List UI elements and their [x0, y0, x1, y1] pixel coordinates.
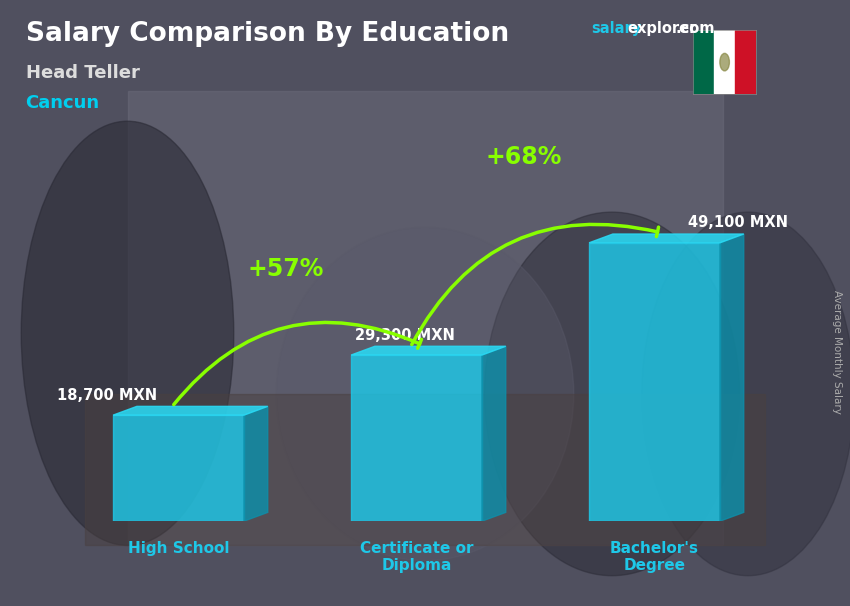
Bar [735, 30, 756, 94]
Polygon shape [589, 234, 744, 243]
Text: Cancun: Cancun [26, 94, 99, 112]
Text: Average Monthly Salary: Average Monthly Salary [832, 290, 842, 413]
Text: 29,300 MXN: 29,300 MXN [354, 328, 455, 342]
Bar [113, 415, 244, 521]
Ellipse shape [484, 212, 740, 576]
Polygon shape [351, 346, 506, 355]
Bar [589, 243, 720, 521]
Text: 18,700 MXN: 18,700 MXN [57, 388, 157, 402]
Text: .com: .com [676, 21, 715, 36]
Text: salary: salary [591, 21, 641, 36]
Bar [714, 30, 735, 94]
Ellipse shape [21, 121, 234, 545]
Text: Head Teller: Head Teller [26, 64, 139, 82]
Bar [351, 355, 482, 521]
Bar [128, 91, 722, 545]
Text: Salary Comparison By Education: Salary Comparison By Education [26, 21, 508, 47]
Polygon shape [113, 407, 268, 415]
Polygon shape [482, 346, 506, 521]
Polygon shape [720, 234, 744, 521]
Bar [85, 394, 765, 545]
Ellipse shape [720, 53, 729, 71]
Polygon shape [244, 407, 268, 521]
Ellipse shape [642, 212, 850, 576]
Text: 49,100 MXN: 49,100 MXN [688, 215, 788, 230]
Text: explorer: explorer [627, 21, 697, 36]
Ellipse shape [276, 227, 574, 561]
Text: +68%: +68% [485, 145, 562, 169]
Bar [693, 30, 714, 94]
Text: +57%: +57% [247, 257, 324, 281]
